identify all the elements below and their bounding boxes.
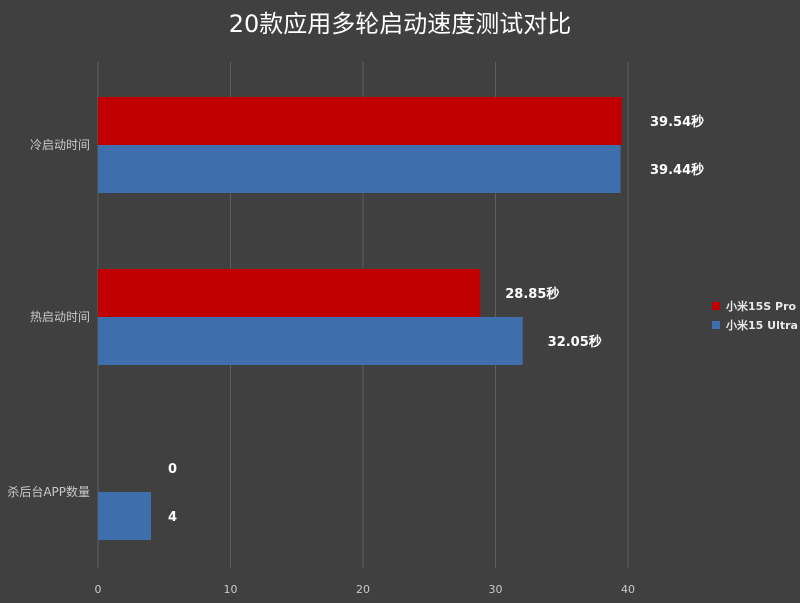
x-tick-label: 40: [621, 583, 635, 596]
legend-swatch: [712, 302, 720, 310]
data-label: 39.54秒: [650, 114, 704, 130]
bar-pro-1: [98, 269, 481, 317]
x-tick-label: 30: [489, 583, 503, 596]
legend: 小米15S Pro 小米15 Ultra: [712, 299, 798, 332]
bars: [98, 97, 622, 540]
category-label: 热启动时间: [30, 310, 90, 324]
category-label: 冷启动时间: [30, 138, 90, 152]
legend-swatch: [712, 321, 720, 329]
bar-ultra-1: [98, 317, 523, 365]
chart-title: 20款应用多轮启动速度测试对比: [229, 10, 572, 38]
data-label: 28.85秒: [505, 286, 559, 302]
x-tick-label: 20: [356, 583, 370, 596]
data-label: 39.44秒: [650, 162, 704, 178]
data-label: 0: [168, 462, 177, 477]
bar-ultra-2: [98, 492, 151, 540]
bar-ultra-0: [98, 145, 621, 193]
x-tick-label: 10: [224, 583, 238, 596]
data-label: 32.05秒: [548, 334, 602, 350]
legend-label: 小米15 Ultra: [725, 318, 798, 332]
x-tick-label: 0: [95, 583, 102, 596]
bar-pro-0: [98, 97, 622, 145]
category-label: 杀后台APP数量: [7, 484, 90, 499]
data-label: 4: [168, 510, 177, 525]
legend-label: 小米15S Pro: [725, 299, 797, 313]
